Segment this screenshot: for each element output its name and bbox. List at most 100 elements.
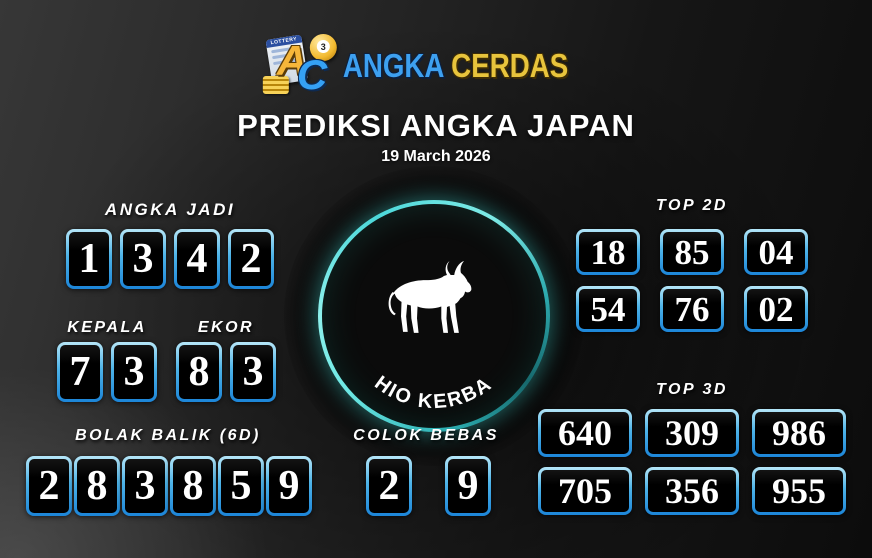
- digit: 9: [457, 463, 479, 509]
- digit-box-face: 8: [179, 345, 219, 399]
- digit-box: 3: [120, 229, 166, 289]
- number-box-face: 04: [747, 232, 805, 272]
- angka-jadi-row: 1 3 4 2: [66, 229, 274, 289]
- bolak-balik-label: BOLAK BALIK (6D): [75, 427, 261, 444]
- digit-box-face: 5: [221, 459, 261, 513]
- top-3d-grid: 640 309 986 705 356 955: [538, 409, 846, 515]
- digit-box: 4: [174, 229, 220, 289]
- digit-box: 2: [26, 456, 72, 516]
- kepala-row: 7 3: [57, 342, 157, 402]
- prediction-date: 19 March 2026: [381, 148, 491, 165]
- digit-box-face: 8: [173, 459, 213, 513]
- number-box-face: 955: [755, 470, 843, 512]
- number-box: 986: [752, 409, 846, 457]
- number: 309: [665, 413, 719, 453]
- medallion-face: [322, 204, 546, 428]
- monogram-letter-a: A: [276, 37, 308, 84]
- number-box: 02: [744, 286, 808, 332]
- monogram-letter-c: C: [296, 51, 328, 98]
- digit: 1: [78, 236, 100, 282]
- digit-box: 8: [170, 456, 216, 516]
- shio-arc-text: SHIO KERBAU: [318, 200, 497, 413]
- number-box: 85: [660, 229, 724, 275]
- number-box: 54: [576, 286, 640, 332]
- digit: 8: [182, 463, 204, 509]
- digit-box-face: 8: [77, 459, 117, 513]
- number: 54: [590, 289, 626, 329]
- shio-medallion: SHIO KERBAU: [284, 166, 584, 466]
- digit-box: 9: [266, 456, 312, 516]
- digit-box-face: 3: [123, 232, 163, 286]
- brand-word-cerdas: CERDAS: [451, 47, 569, 84]
- digit: 2: [240, 236, 262, 282]
- digit-box: 3: [122, 456, 168, 516]
- digit-box: 7: [57, 342, 103, 402]
- svg-text:SHIO KERBAU: SHIO KERBAU: [318, 200, 497, 413]
- buffalo-icon: [388, 261, 472, 333]
- digit-box-face: 2: [29, 459, 69, 513]
- digit-box: 2: [366, 456, 412, 516]
- top-3d-label: TOP 3D: [656, 381, 728, 398]
- number-box: 04: [744, 229, 808, 275]
- number: 705: [558, 471, 612, 511]
- digit-box: 5: [218, 456, 264, 516]
- digit: 5: [230, 463, 252, 509]
- digit-box-face: 3: [125, 459, 165, 513]
- number: 986: [772, 413, 826, 453]
- digit: 8: [188, 349, 210, 395]
- ekor-row: 8 3: [176, 342, 276, 402]
- gold-coins-icon: [262, 76, 289, 94]
- number-box-face: 85: [663, 232, 721, 272]
- digit-box-face: 3: [114, 345, 154, 399]
- digit-box-face: 9: [269, 459, 309, 513]
- digit: 3: [132, 236, 154, 282]
- top-2d-row: 54 76 02: [576, 286, 808, 332]
- number-box-face: 54: [579, 289, 637, 329]
- digit: 2: [38, 463, 60, 509]
- digit-box: 8: [176, 342, 222, 402]
- digit-box: 1: [66, 229, 112, 289]
- number-box-face: 356: [648, 470, 736, 512]
- number-box: 76: [660, 286, 724, 332]
- number-box: 955: [752, 467, 846, 515]
- number: 640: [558, 413, 612, 453]
- digit-box-face: 2: [231, 232, 271, 286]
- top-3d-row: 640 309 986: [538, 409, 846, 457]
- top-2d-row: 18 85 04: [576, 229, 808, 275]
- digit: 3: [242, 349, 264, 395]
- digit-box-face: 2: [369, 459, 409, 513]
- lottery-ball-number: 3: [316, 40, 330, 53]
- brand-word-angka: ANGKA: [342, 47, 445, 84]
- shio-label: SHIO KERBAU: [318, 200, 495, 413]
- digit: 3: [123, 349, 145, 395]
- brand-logo: LOTTERY 3 A C ANGKA CERDAS: [261, 34, 611, 98]
- colok-bebas-label: COLOK BEBAS: [353, 427, 499, 444]
- bolak-balik-row: 2 8 3 8 5 9: [26, 456, 312, 516]
- number-box: 705: [538, 467, 632, 515]
- digit: 9: [278, 463, 300, 509]
- digit: 2: [378, 463, 400, 509]
- number: 76: [674, 289, 710, 329]
- digit-box: 3: [230, 342, 276, 402]
- number: 04: [758, 232, 794, 272]
- top-2d-grid: 18 85 04 54 76 02: [576, 229, 808, 332]
- digit: 7: [69, 349, 91, 395]
- number: 18: [590, 232, 626, 272]
- number: 85: [674, 232, 710, 272]
- colok-bebas-row: 2 9: [366, 456, 491, 516]
- digit-box-face: 1: [69, 232, 109, 286]
- number-box-face: 76: [663, 289, 721, 329]
- number-box-face: 986: [755, 412, 843, 454]
- digit-box: 8: [74, 456, 120, 516]
- page-title: PREDIKSI ANGKA JAPAN: [237, 108, 635, 143]
- digit-box-face: 9: [448, 459, 488, 513]
- digit: 3: [134, 463, 156, 509]
- digit-box-face: 7: [60, 345, 100, 399]
- digit-box-face: 3: [233, 345, 273, 399]
- top-2d-label: TOP 2D: [656, 197, 728, 214]
- number-box-face: 309: [648, 412, 736, 454]
- lottery-ball-icon: 3: [309, 34, 337, 61]
- digit-box: 9: [445, 456, 491, 516]
- digit-box-face: 4: [177, 232, 217, 286]
- top-3d-row: 705 356 955: [538, 467, 846, 515]
